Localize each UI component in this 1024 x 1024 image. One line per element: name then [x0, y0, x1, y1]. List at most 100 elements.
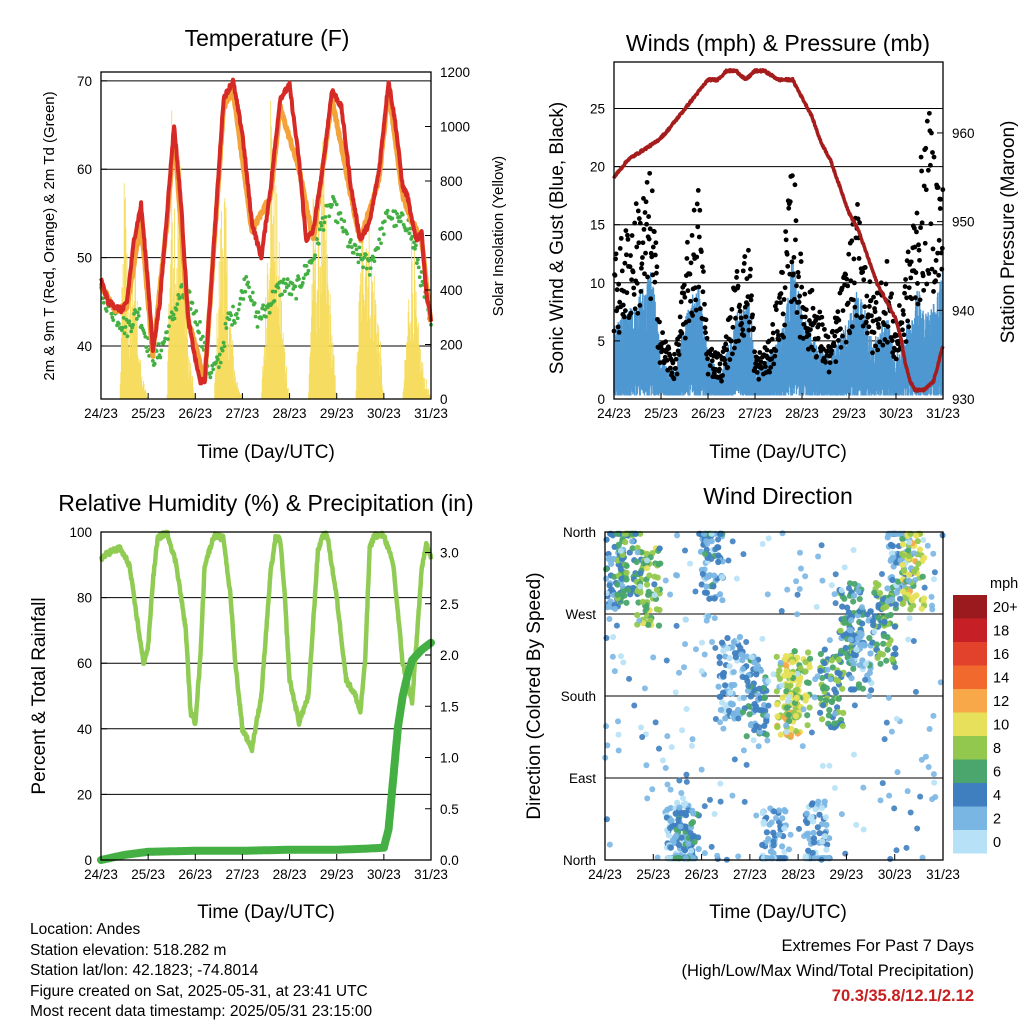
direction-point: [848, 617, 855, 624]
gust-point: [673, 356, 679, 362]
direction-point: [717, 780, 724, 787]
gust-point: [924, 118, 930, 124]
winds-plot-frame: [613, 61, 944, 400]
y-tick-label: 25: [590, 101, 605, 116]
direction-point: [712, 546, 719, 553]
direction-point: [920, 536, 927, 543]
direction-point: [905, 547, 912, 554]
direction-point: [650, 654, 657, 661]
dewpoint-point: [131, 323, 135, 327]
direction-point: [794, 611, 801, 618]
gust-point: [751, 325, 756, 331]
y2-tick-label: 800: [440, 174, 463, 189]
gust-point: [923, 187, 929, 193]
direction-point: [925, 763, 932, 770]
dewpoint-point: [232, 320, 237, 325]
direction-point: [819, 674, 826, 682]
gust-point: [693, 297, 699, 303]
gust-point: [646, 214, 652, 219]
dewpoint-point: [306, 268, 311, 273]
direction-point: [729, 538, 736, 545]
direction-point: [698, 581, 705, 588]
direction-point: [803, 679, 811, 686]
gust-point: [840, 333, 845, 339]
gust-point: [738, 315, 744, 321]
direction-point: [740, 551, 747, 558]
direction-point: [878, 570, 885, 577]
dewpoint-point: [125, 334, 130, 339]
direction-point: [730, 669, 737, 676]
direction-point: [879, 780, 886, 787]
gust-point: [896, 303, 902, 308]
direction-point: [667, 844, 674, 851]
direction-point: [772, 815, 779, 822]
direction-point: [826, 762, 833, 769]
x-tick-label: 24/23: [84, 406, 118, 421]
gust-point: [829, 348, 835, 354]
x-tick-label: 24/23: [588, 867, 622, 882]
direction-point: [794, 591, 801, 598]
direction-point: [677, 823, 684, 830]
dewpoint-point: [321, 228, 326, 232]
direction-point: [667, 824, 674, 832]
gust-point: [749, 293, 754, 299]
gust-point: [696, 234, 702, 240]
direction-point: [717, 719, 724, 726]
gust-point: [734, 275, 739, 280]
direction-point: [779, 530, 786, 537]
direction-point: [889, 576, 896, 584]
dewpoint-point: [222, 344, 227, 349]
gust-point: [725, 365, 731, 370]
direction-point: [643, 605, 650, 612]
direction-point: [881, 736, 888, 743]
direction-point: [651, 573, 658, 580]
humidity-line: [98, 529, 434, 754]
temperature-y-label: 2m & 9m T (Red, Orange) & 2m Td (Green): [41, 91, 58, 380]
direction-point: [654, 854, 661, 861]
direction-point: [623, 569, 630, 576]
gust-point: [733, 315, 738, 321]
direction-point: [817, 695, 824, 702]
colorbar-swatch: [953, 783, 987, 807]
gust-point: [871, 330, 877, 335]
gust-point: [667, 365, 673, 371]
direction-point: [860, 826, 867, 833]
y-tick-label: South: [561, 689, 596, 704]
gust-point: [780, 311, 786, 317]
direction-point: [655, 561, 662, 568]
direction-point: [838, 587, 845, 594]
direction-point: [899, 600, 906, 607]
dewpoint-point: [235, 316, 240, 321]
dewpoint-point: [300, 281, 305, 285]
direction-point: [652, 719, 659, 726]
humidity-x-label: Time (Day/UTC): [197, 902, 335, 923]
direction-point: [883, 657, 890, 664]
direction-point: [768, 819, 775, 826]
gust-point: [781, 334, 786, 340]
gust-point: [653, 270, 659, 276]
gust-point: [698, 249, 704, 255]
direction-point: [889, 656, 896, 663]
direction-point: [802, 853, 809, 860]
direction-point: [779, 694, 786, 701]
direction-point: [701, 803, 708, 810]
gust-point: [728, 338, 734, 344]
direction-point: [903, 844, 910, 851]
dewpoint-point: [172, 316, 177, 321]
direction-point: [651, 581, 658, 588]
direction-point: [824, 666, 831, 673]
x-tick-label: 27/23: [738, 406, 772, 421]
direction-point: [907, 809, 914, 816]
direction-point: [653, 586, 661, 593]
gust-point: [848, 278, 854, 284]
dewpoint-point: [171, 312, 176, 317]
y-tick-label: 80: [77, 591, 92, 606]
direction-point: [808, 813, 815, 820]
gust-point: [694, 254, 700, 260]
dewpoint-point: [283, 281, 288, 286]
direction-point: [814, 824, 821, 831]
direction-point: [835, 656, 842, 663]
gust-point: [904, 295, 910, 301]
x-tick-label: 29/23: [320, 406, 354, 421]
direction-point: [912, 688, 919, 695]
